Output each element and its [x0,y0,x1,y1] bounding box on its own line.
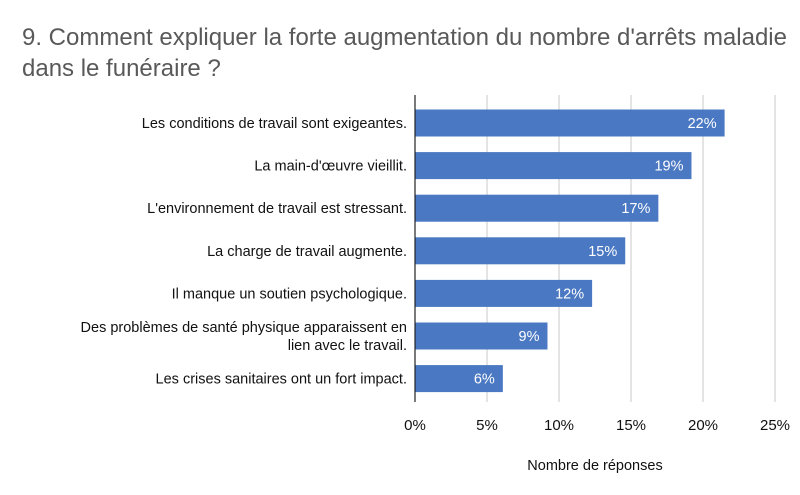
category-label-3: L'environnement de travail est stressant… [147,201,407,217]
data-label-4: 15% [588,244,617,260]
chart-title: 9. Comment expliquer la forte augmentati… [22,24,787,82]
bar-7 [415,365,503,393]
data-label-7: 6% [474,372,495,388]
category-label-7: Les crises sanitaires ont un fort impact… [156,372,407,388]
x-tick-label-10: 10% [544,417,574,434]
x-tick-label-15: 15% [616,417,646,434]
category-label-6-line-1: Des problèmes de santé physique apparais… [81,320,407,336]
x-tick-label-20: 20% [688,417,718,434]
x-tick-label-25: 25% [760,417,790,434]
bar-4 [415,237,626,265]
category-label-4: La charge de travail augmente. [207,244,407,260]
data-label-5: 12% [555,286,584,302]
category-label-1: Les conditions de travail sont exigeante… [142,116,407,132]
data-label-2: 19% [654,159,683,175]
bar-2 [415,152,692,180]
bar-5 [415,279,593,307]
category-label-5: Il manque un soutien psychologique. [172,286,407,302]
data-label-6: 9% [519,329,540,345]
category-label-2: La main-d'œuvre vieillit. [254,159,407,175]
bar-6 [415,322,548,350]
data-label-3: 17% [621,201,650,217]
bar-1 [415,109,725,137]
bar-3 [415,194,659,222]
x-tick-label-0: 0% [404,417,426,434]
category-label-6-line-2: lien avec le travail. [288,338,407,354]
data-label-1: 22% [688,116,717,132]
x-tick-label-5: 5% [476,417,498,434]
x-axis-title: Nombre de réponses [527,458,662,474]
